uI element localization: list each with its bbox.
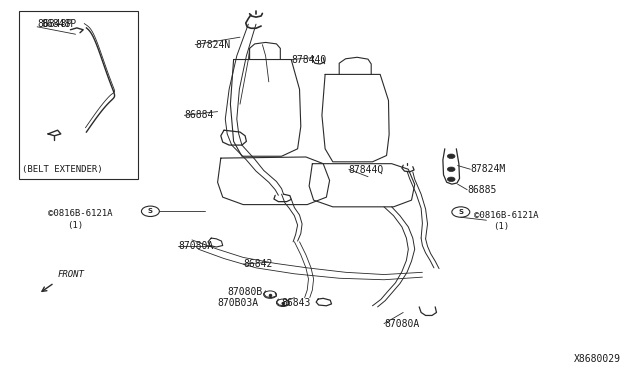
Bar <box>19 11 138 179</box>
Text: 870B03A: 870B03A <box>218 298 259 308</box>
Text: S: S <box>148 208 153 214</box>
Text: 87824N: 87824N <box>195 40 230 49</box>
Text: 86884: 86884 <box>184 110 214 120</box>
Text: 86848P: 86848P <box>42 19 77 29</box>
Text: ©0816B-6121A: ©0816B-6121A <box>474 211 538 220</box>
Text: (BELT EXTENDER): (BELT EXTENDER) <box>22 165 103 174</box>
Text: 87080A: 87080A <box>384 319 419 328</box>
Circle shape <box>447 177 455 182</box>
Circle shape <box>447 167 455 171</box>
Text: (1): (1) <box>67 221 83 230</box>
Text: S: S <box>458 209 463 215</box>
Text: 86885: 86885 <box>467 185 497 195</box>
Text: 87844Q: 87844Q <box>349 164 384 174</box>
Text: X8680029: X8680029 <box>574 354 621 364</box>
Text: 86842: 86842 <box>243 259 273 269</box>
Text: 86843: 86843 <box>282 298 311 308</box>
Text: 87080A: 87080A <box>178 241 213 250</box>
Text: 87844Q: 87844Q <box>291 55 326 64</box>
Text: 87824M: 87824M <box>470 164 506 174</box>
Circle shape <box>447 154 455 158</box>
Text: 86848P: 86848P <box>37 19 72 29</box>
Text: FRONT: FRONT <box>58 270 84 279</box>
Text: (1): (1) <box>493 222 509 231</box>
Text: 87080B: 87080B <box>227 287 262 297</box>
Text: ©0816B-6121A: ©0816B-6121A <box>48 209 113 218</box>
